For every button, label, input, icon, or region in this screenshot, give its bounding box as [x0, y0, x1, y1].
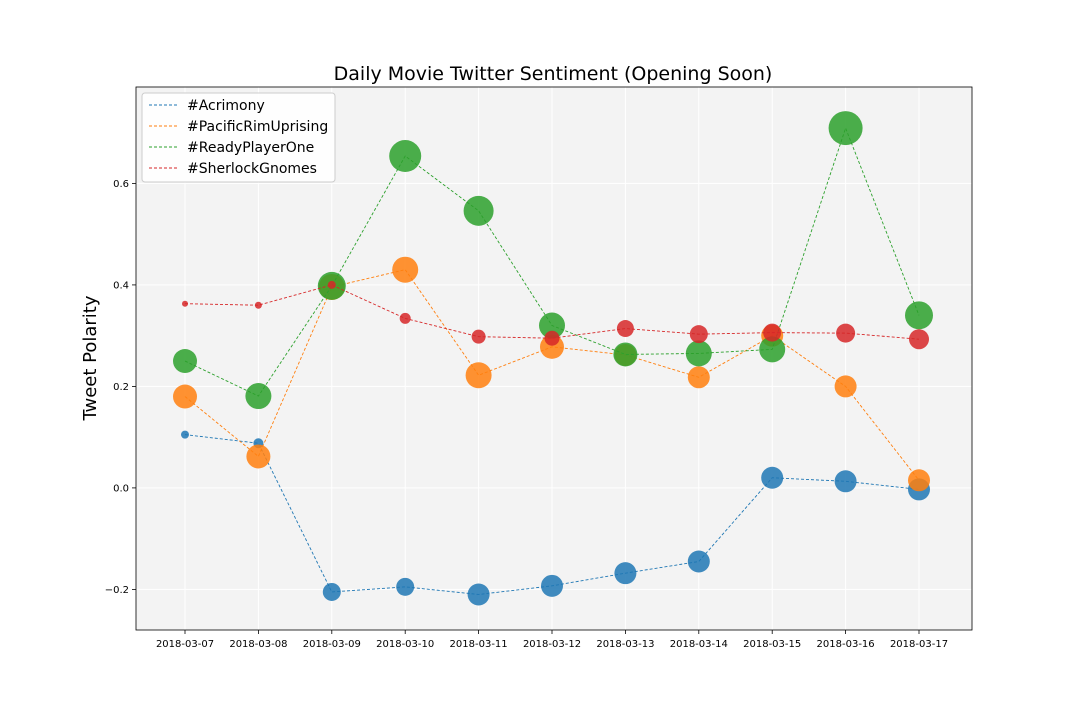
data-point	[836, 323, 856, 343]
plot-frame	[135, 86, 973, 631]
x-tick-label: 2018-03-17	[890, 639, 948, 650]
data-point	[761, 466, 784, 489]
legend-label: #ReadyPlayerOne	[187, 140, 314, 156]
data-point	[254, 301, 262, 309]
data-point	[467, 583, 490, 606]
x-tick-label: 2018-03-12	[523, 639, 581, 650]
data-point	[908, 469, 930, 492]
data-point	[322, 582, 341, 601]
y-tick-label: 0.4	[113, 280, 129, 291]
data-point	[539, 312, 565, 339]
legend-label: #PacificRimUprising	[187, 119, 328, 135]
series-readyplayerone	[173, 111, 933, 410]
chart-title: Daily Movie Twitter Sentiment (Opening S…	[334, 63, 773, 85]
data-point	[689, 325, 708, 344]
x-tick-label: 2018-03-07	[156, 639, 214, 650]
data-point	[909, 329, 929, 350]
data-point	[834, 470, 857, 493]
x-tick-label: 2018-03-08	[229, 639, 287, 650]
x-tick-label: 2018-03-15	[743, 639, 801, 650]
series-acrimony	[181, 430, 930, 606]
data-point	[245, 383, 272, 410]
x-tick-label: 2018-03-16	[817, 639, 875, 650]
data-point	[613, 342, 638, 367]
data-point	[182, 300, 188, 307]
data-point	[763, 323, 782, 342]
data-point	[396, 577, 415, 596]
data-point	[173, 384, 197, 409]
axes: 2018-03-07 2018-03-08 2018-03-09 2018-03-10…	[105, 179, 948, 650]
data-point	[687, 366, 710, 389]
data-point	[392, 256, 419, 283]
x-tick-label: 2018-03-13	[596, 639, 654, 650]
x-tick-label: 2018-03-09	[303, 639, 361, 650]
data-point	[246, 444, 271, 469]
data-point	[834, 375, 857, 398]
legend-label: #SherlockGnomes	[187, 161, 317, 177]
data-point	[471, 329, 486, 344]
x-tick-label: 2018-03-14	[670, 639, 728, 650]
data-point	[173, 349, 197, 374]
y-tick-label: −0.2	[105, 585, 129, 596]
data-point	[181, 430, 189, 439]
data-point	[614, 562, 637, 585]
data-point	[389, 140, 422, 173]
data-point	[541, 574, 563, 597]
data-series	[173, 111, 933, 606]
y-axis-label: Tweet Polarity	[80, 295, 101, 421]
y-tick-label: 0.6	[113, 179, 129, 190]
data-point	[687, 550, 710, 573]
y-tick-label: 0.2	[113, 382, 129, 393]
data-point	[327, 280, 336, 289]
data-point	[616, 320, 634, 338]
y-tick-label: 0.0	[113, 483, 129, 494]
data-point	[399, 312, 411, 324]
legend-box	[141, 92, 336, 183]
legend-label: #Acrimony	[187, 98, 265, 114]
data-point	[759, 336, 786, 363]
data-point	[905, 301, 933, 330]
data-point	[465, 362, 492, 389]
x-tick-label: 2018-03-10	[376, 639, 434, 650]
data-point	[463, 195, 494, 226]
data-point	[544, 330, 560, 346]
legend: #Acrimony #PacificRimUprising #ReadyPlayer…	[141, 92, 336, 183]
data-point	[828, 111, 863, 146]
series-sherlockgnomes	[182, 280, 929, 350]
data-point	[685, 340, 712, 367]
x-tick-label: 2018-03-11	[450, 639, 508, 650]
